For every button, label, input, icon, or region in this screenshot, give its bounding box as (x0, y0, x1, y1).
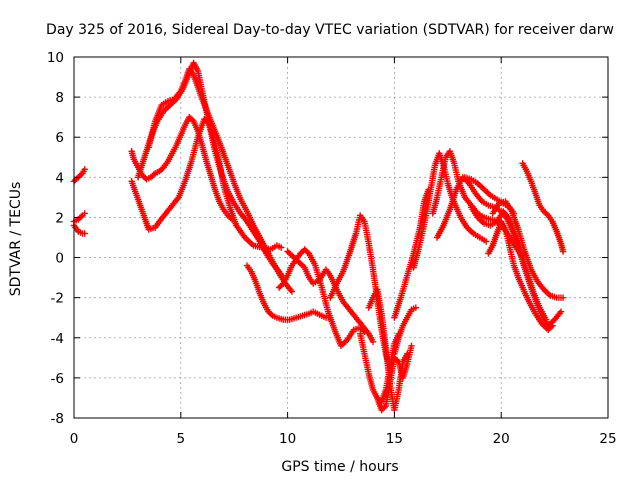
x-axis-label: GPS time / hours (281, 459, 398, 475)
data-point-markers (391, 186, 432, 321)
series-t16 (391, 186, 432, 321)
data-point-markers (391, 304, 419, 357)
y-tick-label: 8 (55, 90, 64, 106)
data-point-markers (243, 262, 334, 323)
y-tick-label: 2 (55, 210, 64, 226)
data-point-markers (519, 160, 567, 255)
y-tick-label: 10 (47, 50, 64, 66)
x-tick-label: 5 (177, 431, 186, 447)
x-tick-label: 20 (493, 431, 510, 447)
series-t14 (374, 342, 415, 414)
series-t18 (429, 148, 526, 261)
y-tick-label: -8 (51, 411, 64, 427)
y-tick-label: 0 (55, 251, 64, 267)
data-point-markers (429, 148, 526, 261)
data-point-markers (489, 198, 567, 301)
chart-title: Day 325 of 2016, Sidereal Day-to-day VTE… (46, 22, 614, 38)
y-tick-label: -6 (51, 371, 64, 387)
x-tick-label: 25 (599, 431, 616, 447)
data-point-markers (70, 166, 88, 185)
series-t1 (70, 166, 88, 185)
axes-layer (73, 56, 609, 419)
series-t3 (70, 222, 88, 237)
y-tick-label: 4 (55, 170, 64, 186)
grid-layer (74, 57, 608, 418)
y-tick-label: -4 (51, 331, 64, 347)
x-tick-label: 0 (70, 431, 79, 447)
y-axis-label: SDTVAR / TECUs (8, 182, 24, 297)
y-tick-label: 6 (55, 130, 64, 146)
series-t23 (489, 198, 567, 301)
y-tick-label: -2 (51, 291, 64, 307)
data-point-markers (70, 222, 88, 237)
tick-label-layer: 0 5 10 15 20 25 -8 -6 -4 -2 0 2 4 6 8 10 (47, 50, 617, 447)
data-point-markers (468, 204, 565, 329)
data-point-markers (485, 218, 556, 333)
series-t21 (468, 204, 565, 329)
x-tick-label: 15 (386, 431, 403, 447)
data-points-layer (70, 59, 567, 414)
series-t22 (485, 218, 556, 333)
series-t15 (391, 304, 419, 357)
data-point-markers (145, 65, 296, 295)
series-t24 (519, 160, 567, 255)
plot-frame (73, 56, 609, 419)
series-t7 (145, 65, 296, 295)
data-point-markers (374, 342, 415, 414)
x-tick-label: 10 (279, 431, 296, 447)
series-t8 (243, 262, 334, 323)
